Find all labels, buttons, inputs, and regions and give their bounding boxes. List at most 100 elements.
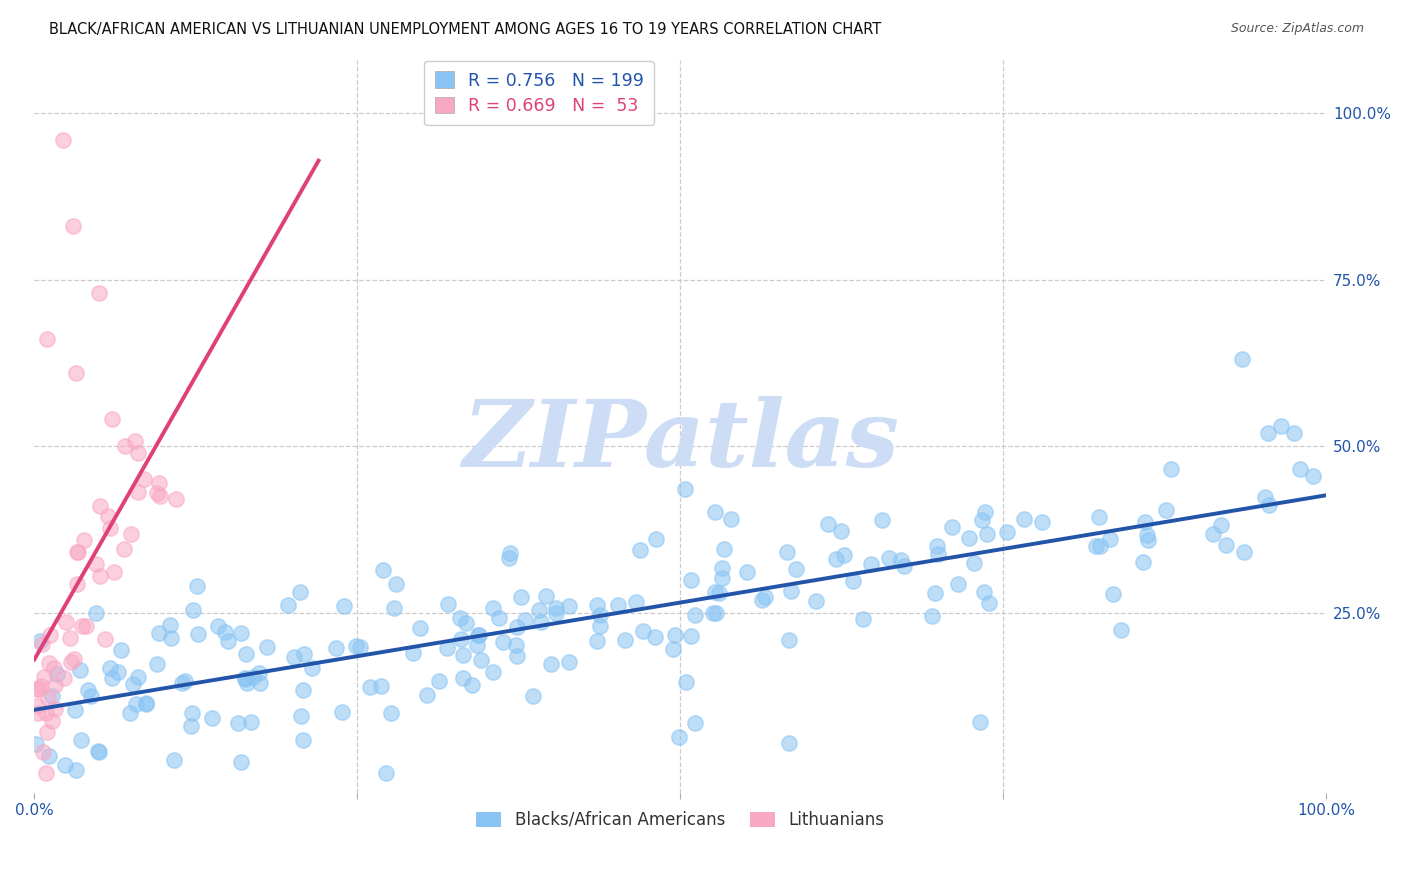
Point bbox=[453, 648, 475, 662]
Point bbox=[817, 517, 839, 532]
Point bbox=[344, 640, 367, 654]
Point bbox=[120, 706, 142, 720]
Point bbox=[703, 584, 725, 599]
Point bbox=[778, 736, 800, 750]
Point bbox=[976, 527, 998, 541]
Point bbox=[180, 719, 202, 733]
Point bbox=[166, 492, 188, 507]
Point bbox=[664, 628, 686, 642]
Point bbox=[187, 626, 209, 640]
Point bbox=[25, 699, 48, 714]
Point bbox=[382, 601, 405, 615]
Point bbox=[449, 611, 471, 625]
Point bbox=[585, 633, 607, 648]
Point bbox=[852, 612, 875, 626]
Point bbox=[668, 731, 690, 745]
Point bbox=[1137, 533, 1160, 548]
Point bbox=[468, 628, 491, 642]
Point bbox=[380, 706, 402, 720]
Point bbox=[247, 666, 270, 681]
Point bbox=[963, 557, 986, 571]
Point bbox=[114, 439, 136, 453]
Point bbox=[127, 485, 149, 500]
Point bbox=[921, 608, 943, 623]
Point bbox=[249, 676, 271, 690]
Point bbox=[112, 542, 135, 557]
Point bbox=[35, 706, 58, 720]
Point bbox=[1202, 527, 1225, 541]
Point bbox=[31, 637, 53, 651]
Point bbox=[233, 671, 256, 685]
Point bbox=[1302, 469, 1324, 483]
Point bbox=[427, 673, 450, 688]
Point bbox=[148, 626, 170, 640]
Point bbox=[1084, 539, 1107, 553]
Point bbox=[214, 624, 236, 639]
Point bbox=[436, 641, 458, 656]
Point bbox=[491, 635, 513, 649]
Point bbox=[173, 673, 195, 688]
Text: BLACK/AFRICAN AMERICAN VS LITHUANIAN UNEMPLOYMENT AMONG AGES 16 TO 19 YEARS CORR: BLACK/AFRICAN AMERICAN VS LITHUANIAN UNE… bbox=[49, 22, 882, 37]
Point bbox=[675, 674, 697, 689]
Point bbox=[62, 219, 84, 234]
Point bbox=[711, 570, 734, 584]
Point bbox=[681, 629, 703, 643]
Point bbox=[186, 579, 208, 593]
Point bbox=[416, 688, 439, 702]
Point bbox=[776, 545, 799, 559]
Point bbox=[239, 714, 262, 729]
Point bbox=[65, 366, 87, 380]
Point bbox=[201, 710, 224, 724]
Point bbox=[38, 628, 60, 642]
Point bbox=[586, 598, 609, 612]
Point bbox=[371, 563, 394, 577]
Point bbox=[673, 482, 696, 496]
Point bbox=[52, 132, 75, 146]
Point bbox=[53, 671, 76, 685]
Point bbox=[148, 475, 170, 490]
Point bbox=[751, 592, 773, 607]
Point bbox=[86, 744, 108, 758]
Point bbox=[974, 505, 997, 519]
Point bbox=[1109, 623, 1132, 637]
Point bbox=[333, 599, 356, 614]
Point bbox=[44, 678, 66, 692]
Point bbox=[41, 690, 63, 704]
Point bbox=[375, 765, 398, 780]
Point bbox=[207, 618, 229, 632]
Point bbox=[226, 715, 249, 730]
Point bbox=[544, 606, 567, 620]
Text: ZIPatlas: ZIPatlas bbox=[461, 396, 898, 486]
Point bbox=[290, 585, 312, 599]
Point bbox=[59, 656, 82, 670]
Point bbox=[44, 661, 66, 675]
Point bbox=[181, 603, 204, 617]
Point bbox=[27, 706, 49, 720]
Point bbox=[1270, 419, 1292, 434]
Point bbox=[163, 753, 186, 767]
Point bbox=[159, 617, 181, 632]
Point bbox=[515, 614, 537, 628]
Point bbox=[172, 676, 194, 690]
Point bbox=[834, 548, 856, 562]
Point bbox=[720, 512, 742, 526]
Point bbox=[277, 599, 299, 613]
Point bbox=[120, 527, 142, 541]
Point bbox=[804, 594, 827, 608]
Point bbox=[558, 599, 581, 613]
Point bbox=[679, 573, 702, 587]
Point bbox=[65, 763, 87, 777]
Point bbox=[70, 619, 93, 633]
Point bbox=[89, 499, 111, 513]
Point bbox=[1012, 512, 1035, 526]
Point bbox=[1101, 587, 1123, 601]
Point bbox=[713, 541, 735, 556]
Point bbox=[662, 641, 685, 656]
Point bbox=[704, 505, 727, 519]
Point bbox=[291, 682, 314, 697]
Point bbox=[859, 557, 882, 571]
Point bbox=[101, 412, 124, 426]
Point bbox=[644, 630, 666, 644]
Point bbox=[683, 715, 706, 730]
Point bbox=[98, 661, 121, 675]
